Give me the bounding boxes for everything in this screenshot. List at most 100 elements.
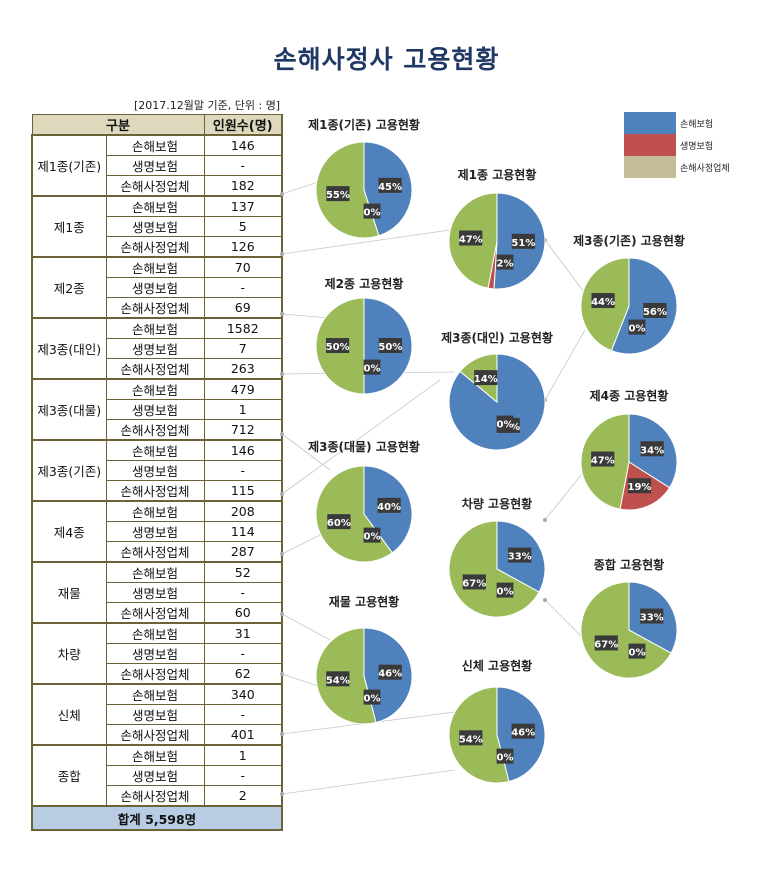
legend-label: 손해보험 — [680, 119, 714, 130]
employee-count: 70 — [203, 256, 283, 278]
pie-label-bg — [591, 293, 615, 309]
table-row: 생명보험 - — [32, 765, 283, 786]
connector-line — [281, 769, 456, 795]
employee-count: - — [203, 155, 283, 176]
pie-percent-label: 67% — [594, 639, 618, 650]
connector-dot — [280, 252, 284, 256]
pie-label-bg — [378, 338, 402, 353]
employee-count: - — [203, 704, 283, 725]
legend-swatch — [624, 112, 676, 134]
unit-note: [2017.12월말 기준, 단위 : 명] — [134, 99, 281, 112]
table-row: 제3종(대인) 손해보험 1582 — [31, 317, 283, 380]
table-row: 생명보험 5 — [32, 216, 283, 237]
pie-label-bg — [363, 527, 381, 543]
legend-item: 생명보험 — [624, 134, 730, 156]
table-row: 손해사정업체 62 — [32, 663, 283, 685]
connector-dot — [280, 372, 284, 376]
pie-chart: 제2종 고용현황 50% 0% 50% — [315, 276, 413, 395]
connector-dot — [280, 192, 284, 196]
insurance-type: 손해사정업체 — [105, 724, 205, 746]
connector-line — [281, 379, 441, 495]
table-row: 손해사정업체 2 — [32, 785, 283, 807]
pie-label-bg — [326, 186, 350, 202]
total-value: 합계 5,598명 — [31, 805, 283, 831]
pie-label-bg — [627, 478, 652, 494]
employee-count: 5 — [203, 216, 283, 237]
employee-count: 208 — [203, 500, 283, 522]
insurance-type: 생명보험 — [105, 765, 205, 786]
connector-dot — [280, 492, 284, 496]
pie-percent-label: 0% — [629, 648, 646, 659]
table-row: 생명보험 - — [32, 582, 283, 603]
pie-percent-label: 0% — [629, 324, 646, 335]
legend-item: 손해사정업체 — [624, 156, 730, 178]
pie-title: 제3종(대인) 고용현황 — [441, 330, 553, 345]
pie-label-bg — [628, 319, 646, 335]
insurance-type: 손해보험 — [105, 256, 205, 278]
pie-label-bg — [377, 497, 401, 513]
connector-dot — [280, 312, 284, 316]
pie-percent-label: 0% — [497, 420, 514, 431]
pie-title: 재물 고용현황 — [329, 594, 399, 609]
table-row: 생명보험 - — [32, 704, 283, 725]
connector-dot — [280, 672, 284, 676]
pie-percent-label: 19% — [628, 482, 652, 493]
insurance-type: 생명보험 — [105, 155, 205, 176]
connector-dot — [280, 432, 284, 436]
pie-percent-label: 55% — [326, 190, 350, 201]
table-row: 손해사정업체 287 — [32, 541, 283, 563]
pie-label-bg — [640, 608, 664, 624]
pie-chart: 재물 고용현황 46% 0% 54% — [315, 594, 413, 725]
pie-label-bg — [459, 230, 483, 246]
table-row: 손해사정업체 401 — [32, 724, 283, 746]
table-row: 손해사정업체 263 — [32, 358, 283, 380]
insurance-type: 손해보험 — [105, 317, 205, 339]
group-name: 제3종(대인) — [31, 317, 107, 380]
connector-line — [544, 329, 586, 401]
connector-dot — [280, 792, 284, 796]
pie-label-bg — [511, 723, 535, 739]
table-row: 생명보험 - — [32, 643, 283, 664]
employee-count: - — [203, 643, 283, 664]
legend-label: 생명보험 — [680, 141, 714, 152]
pie-chart: 제3종(대인) 고용현황86%0%14% — [441, 330, 553, 451]
pie-chart: 제3종(대물) 고용현황 40% 0% 60% — [308, 439, 420, 563]
pie-label-bg — [326, 671, 350, 687]
pie-percent-label: 0% — [364, 364, 381, 375]
pie-label-bg — [628, 643, 646, 659]
total-row: 합계 5,598명 — [31, 805, 283, 831]
table-row: 생명보험 7 — [32, 338, 283, 359]
insurance-type: 손해사정업체 — [105, 358, 205, 380]
connector-dot — [543, 518, 547, 522]
pie-slice-손해사정업체 — [448, 520, 540, 618]
pie-percent-label: 0% — [364, 208, 381, 219]
table-row: 제4종 손해보험 208 — [31, 500, 283, 563]
connector-dot — [543, 598, 547, 602]
employee-count: 712 — [203, 419, 283, 441]
table-row: 제1종(기존) 손해보험 146 — [31, 134, 283, 197]
group-name: 차량 — [31, 622, 107, 685]
pie-label-bg — [511, 233, 535, 249]
pie-label-bg — [459, 730, 483, 746]
pie-percent-label: 54% — [459, 734, 483, 745]
pie-label-bg — [496, 415, 514, 431]
insurance-type: 손해보험 — [105, 134, 205, 156]
pie-label-bg — [508, 547, 532, 563]
connector-dot — [280, 612, 284, 616]
insurance-type: 생명보험 — [105, 277, 205, 298]
pie-label-bg — [496, 748, 514, 764]
insurance-type: 손해보험 — [105, 622, 205, 644]
pie-percent-label: 33% — [508, 552, 532, 563]
group-name: 제1종(기존) — [31, 134, 107, 197]
pie-title: 제1종 고용현황 — [458, 167, 537, 182]
employee-count: 340 — [203, 683, 283, 705]
employee-count: 114 — [203, 521, 283, 542]
pie-percent-label: 67% — [462, 578, 486, 589]
pie-percent-label: 46% — [378, 669, 402, 680]
pie-label-bg — [462, 574, 486, 590]
employee-count: - — [203, 277, 283, 298]
employee-count: 263 — [203, 358, 283, 380]
table-row: 생명보험 - — [32, 155, 283, 176]
